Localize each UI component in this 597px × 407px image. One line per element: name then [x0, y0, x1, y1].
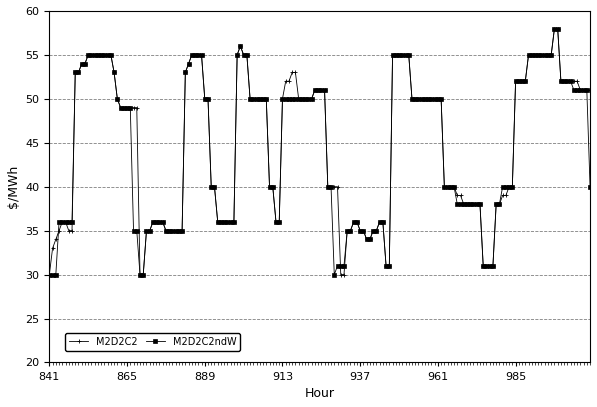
M2D2C2	[230, 219, 238, 224]
M2D2C2	[46, 272, 53, 277]
M2D2C2	[353, 219, 361, 224]
Y-axis label: $/MWh: $/MWh	[7, 165, 20, 208]
Line: M2D2C2: M2D2C2	[48, 27, 592, 276]
M2D2C2ndW	[353, 219, 361, 224]
Line: M2D2C2ndW: M2D2C2ndW	[48, 27, 592, 276]
M2D2C2	[201, 96, 208, 101]
M2D2C2ndW	[586, 184, 593, 189]
M2D2C2ndW	[143, 228, 150, 233]
M2D2C2	[143, 228, 150, 233]
M2D2C2	[551, 26, 558, 31]
X-axis label: Hour: Hour	[304, 387, 335, 400]
M2D2C2ndW	[476, 202, 484, 207]
M2D2C2	[586, 88, 593, 92]
M2D2C2	[363, 237, 370, 242]
Legend: M2D2C2, M2D2C2ndW: M2D2C2, M2D2C2ndW	[65, 333, 240, 350]
M2D2C2ndW	[551, 26, 558, 31]
M2D2C2ndW	[46, 272, 53, 277]
M2D2C2ndW	[230, 219, 238, 224]
M2D2C2	[476, 202, 484, 207]
M2D2C2ndW	[201, 96, 208, 101]
M2D2C2ndW	[363, 237, 370, 242]
